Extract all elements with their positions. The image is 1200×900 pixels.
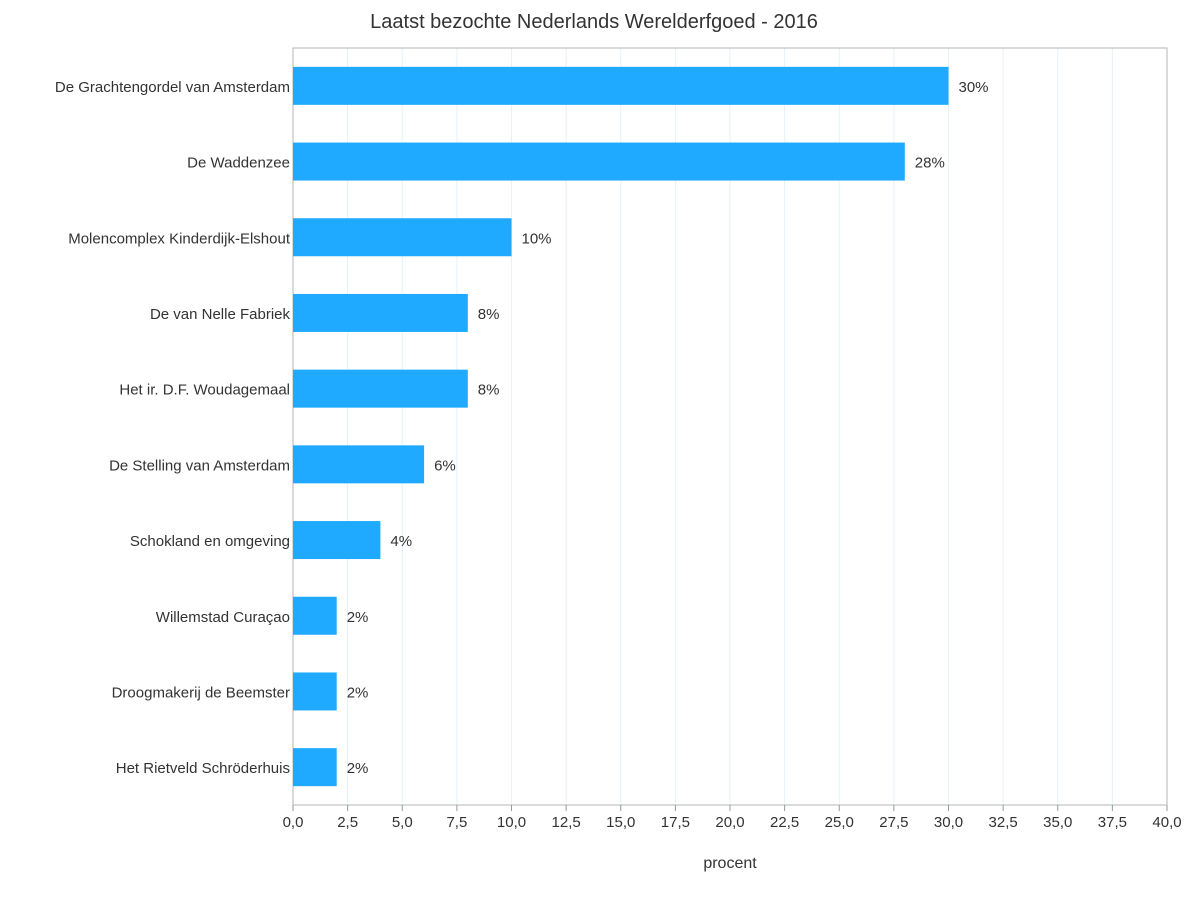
bar (293, 142, 905, 181)
category-label: Schokland en omgeving (130, 533, 290, 550)
x-tick-label: 40,0 (1152, 814, 1181, 831)
bar (293, 369, 468, 408)
category-label: De Grachtengordel van Amsterdam (55, 79, 290, 96)
x-axis-title: procent (703, 855, 757, 872)
category-label: Droogmakerij de Beemster (112, 684, 290, 701)
x-tick-label: 30,0 (934, 814, 963, 831)
x-tick-label: 37,5 (1098, 814, 1127, 831)
data-label: 8% (478, 306, 500, 323)
x-tick-label: 15,0 (606, 814, 635, 831)
data-label: 28% (915, 155, 945, 172)
category-label: Het Rietveld Schröderhuis (116, 760, 290, 777)
bar (293, 672, 337, 711)
bar (293, 293, 468, 332)
category-label: Het ir. D.F. Woudagemaal (119, 382, 290, 399)
x-tick-label: 7,5 (446, 814, 467, 831)
category-label: De Stelling van Amsterdam (109, 457, 290, 474)
bar (293, 521, 381, 560)
x-tick-label: 32,5 (989, 814, 1018, 831)
x-tick-label: 0,0 (283, 814, 304, 831)
x-tick-label: 2,5 (337, 814, 358, 831)
x-tick-label: 25,0 (825, 814, 854, 831)
data-label: 2% (347, 684, 369, 701)
category-label: De van Nelle Fabriek (150, 306, 291, 323)
bar (293, 596, 337, 635)
data-label: 2% (347, 760, 369, 777)
category-label: Molencomplex Kinderdijk-Elshout (68, 230, 291, 247)
x-axis-ticks: 0,0 2,5 5,0 7,5 10,0 12,5 15,0 17,5 20,0 22,5 25,0… (283, 805, 1182, 831)
x-tick-label: 12,5 (552, 814, 581, 831)
data-label: 30% (959, 79, 989, 96)
category-label: Willemstad Curaçao (156, 609, 290, 626)
data-label: 2% (347, 609, 369, 626)
bars: 30% 28% 10% 8% 8% 6% 4% 2% 2% 2% (293, 66, 989, 787)
category-label: De Waddenzee (187, 155, 290, 172)
x-tick-label: 17,5 (661, 814, 690, 831)
bar (293, 445, 425, 484)
data-label: 10% (522, 230, 552, 247)
data-label: 4% (390, 533, 412, 550)
chart-title: Laatst bezochte Nederlands Werelderfgoed… (370, 11, 818, 33)
data-label: 8% (478, 382, 500, 399)
x-tick-label: 10,0 (497, 814, 526, 831)
data-label: 6% (434, 457, 456, 474)
category-labels: De Grachtengordel van Amsterdam De Wadden… (55, 79, 291, 777)
bar (293, 66, 949, 105)
x-tick-label: 22,5 (770, 814, 799, 831)
x-tick-label: 20,0 (715, 814, 744, 831)
bar (293, 748, 337, 787)
x-tick-label: 5,0 (392, 814, 413, 831)
x-tick-label: 27,5 (879, 814, 908, 831)
x-tick-label: 35,0 (1043, 814, 1072, 831)
bar (293, 218, 512, 257)
